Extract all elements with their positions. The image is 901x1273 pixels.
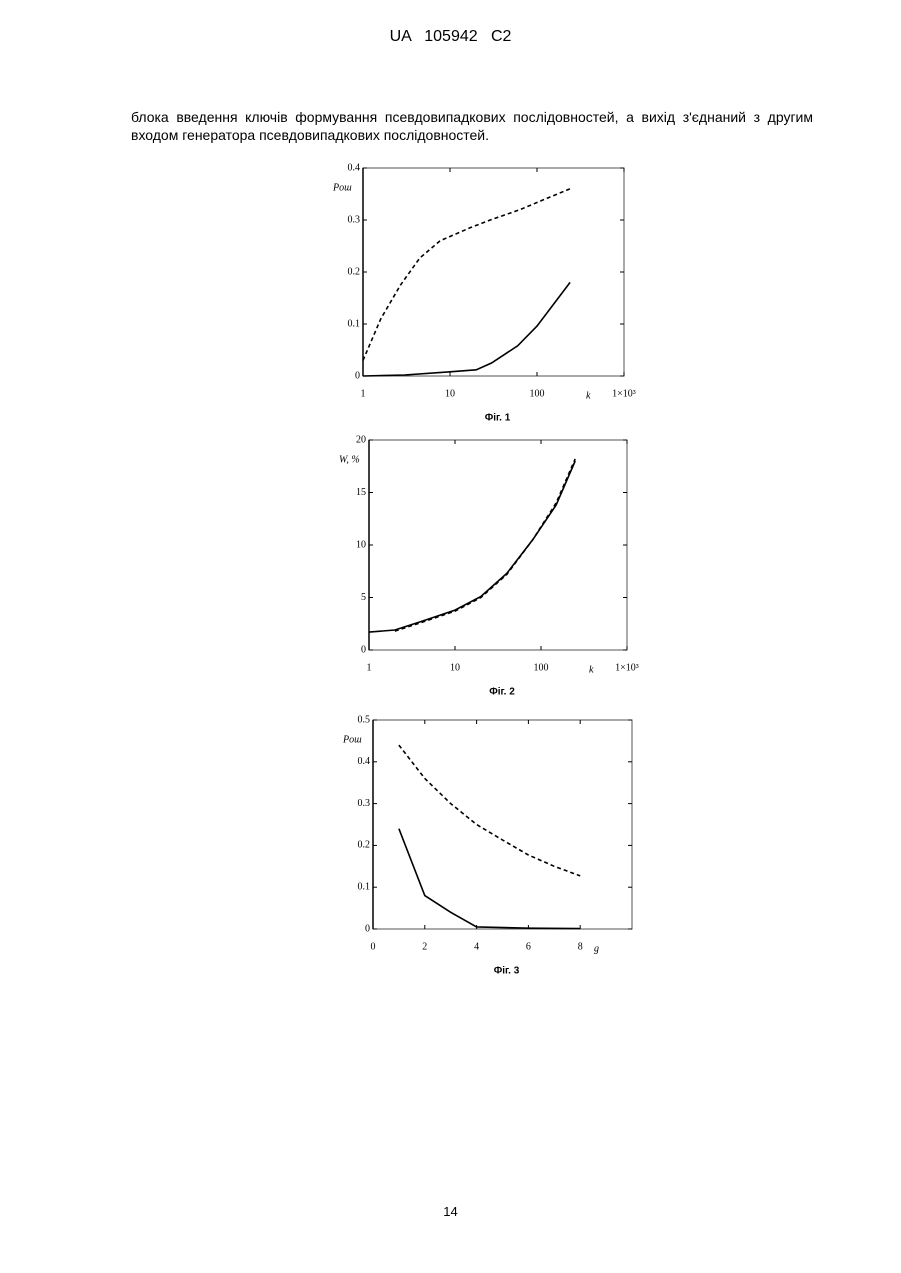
page: UA 105942 C2 блока введення ключів форму… [0,0,901,1273]
data-line [399,745,580,876]
figures: 00.10.20.30.41101001×10³PошkФіг. 1051015… [0,0,901,1273]
y-tick-label: 0 [355,370,360,381]
y-tick-label: 0.3 [358,798,371,809]
figure-caption: Фіг. 1 [485,413,511,424]
y-tick-label: 0.3 [348,214,361,225]
y-tick-label: 0 [361,644,366,655]
x-tick-label: 1 [361,388,366,399]
page-number: 14 [0,1204,901,1219]
y-tick-label: 20 [356,434,366,445]
x-axis-label: k [586,390,591,401]
x-tick-label: 1 [367,662,372,673]
x-tick-label: 10 [450,662,460,673]
data-line [399,829,580,929]
x-tick-label: 4 [474,941,479,952]
y-tick-label: 0.5 [358,714,371,725]
plot-frame [369,440,627,650]
figure-caption: Фіг. 2 [489,687,515,698]
y-axis-label: W, % [339,454,360,465]
x-tick-label: 10 [445,388,455,399]
x-axis-label: g [594,943,599,954]
x-tick-label: 1×10³ [615,662,639,673]
y-tick-label: 0 [365,923,370,934]
figure-caption: Фіг. 3 [494,966,520,977]
data-line [395,459,575,631]
y-axis-label: Pош [342,734,362,745]
x-tick-label: 6 [526,941,531,952]
y-tick-label: 10 [356,539,366,550]
x-axis-label: k [589,664,594,675]
y-tick-label: 0.2 [358,840,371,851]
x-tick-label: 100 [534,662,549,673]
plot-frame [373,720,632,929]
data-line [369,461,575,632]
y-tick-label: 5 [361,592,366,603]
y-tick-label: 0.4 [348,162,361,173]
x-tick-label: 0 [371,941,376,952]
y-tick-label: 0.4 [358,756,371,767]
x-tick-label: 100 [530,388,545,399]
x-tick-label: 1×10³ [612,388,636,399]
plot-frame [363,168,624,376]
y-tick-label: 15 [356,487,366,498]
y-tick-label: 0.2 [348,266,361,277]
data-line [363,189,570,361]
x-tick-label: 8 [578,941,583,952]
x-tick-label: 2 [422,941,427,952]
y-axis-label: Pош [332,182,352,193]
y-tick-label: 0.1 [348,318,361,329]
y-tick-label: 0.1 [358,881,371,892]
